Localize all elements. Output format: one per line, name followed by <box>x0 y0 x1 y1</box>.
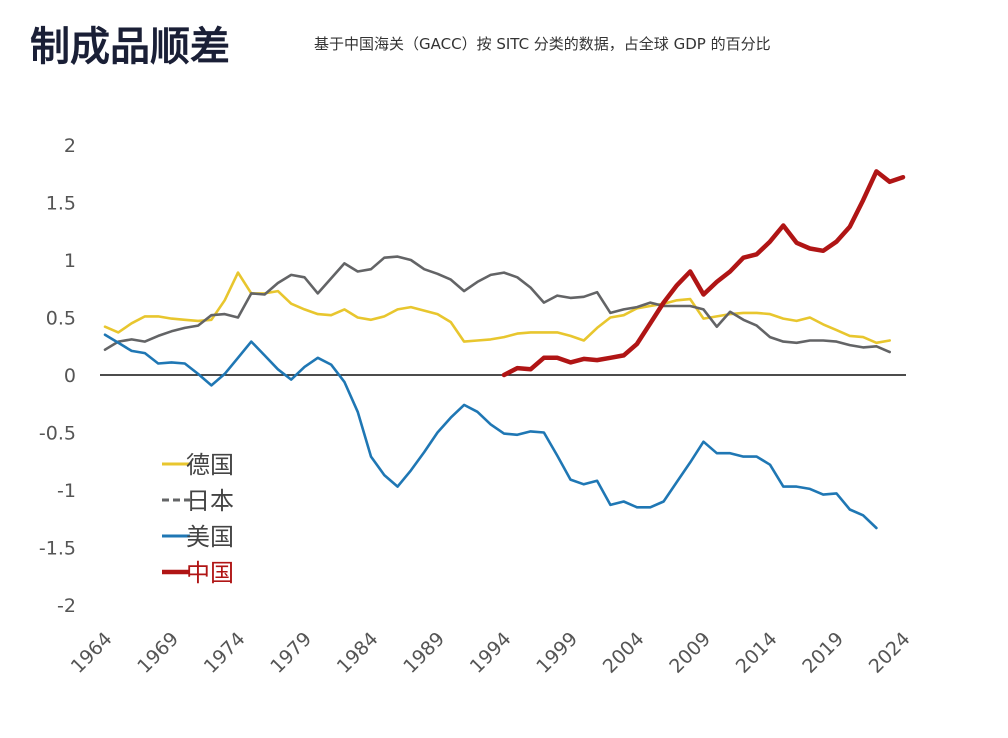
chart-title: 制成品顺差 <box>30 24 230 70</box>
x-tick-label: 1989 <box>399 628 449 678</box>
y-tick-label: 1 <box>64 250 76 272</box>
x-tick-label: 1979 <box>266 628 316 678</box>
series-line-1 <box>103 255 892 354</box>
x-tick-label: 2019 <box>798 628 848 678</box>
y-tick-label: 2 <box>64 135 76 157</box>
legend-label: 中国 <box>186 559 234 587</box>
legend-label: 德国 <box>186 451 234 479</box>
series-line-2 <box>103 333 878 530</box>
y-tick-label: 0.5 <box>46 308 76 330</box>
x-tick-label: 2024 <box>865 628 915 678</box>
y-tick-label: 0 <box>64 365 76 387</box>
x-tick-label: 1974 <box>200 628 250 678</box>
y-tick-label: -1 <box>57 480 76 502</box>
x-tick-label: 1969 <box>133 628 183 678</box>
x-tick-label: 1984 <box>333 628 383 678</box>
series-line-0 <box>103 271 892 345</box>
series-line-3 <box>501 169 906 378</box>
y-tick-label: 1.5 <box>46 193 76 215</box>
legend-label: 美国 <box>186 523 234 551</box>
x-tick-label: 2014 <box>732 628 782 678</box>
x-tick-label: 1964 <box>67 628 117 678</box>
x-tick-label: 1994 <box>466 628 516 678</box>
y-tick-label: -2 <box>57 595 76 617</box>
x-tick-label: 2004 <box>599 628 649 678</box>
y-tick-label: -1.5 <box>39 538 76 560</box>
x-tick-label: 2009 <box>665 628 715 678</box>
x-tick-label: 1999 <box>532 628 582 678</box>
chart-subtitle: 基于中国海关（GACC）按 SITC 分类的数据，占全球 GDP 的百分比 <box>314 35 771 53</box>
y-tick-label: -0.5 <box>39 423 76 445</box>
legend-label: 日本 <box>186 487 234 515</box>
